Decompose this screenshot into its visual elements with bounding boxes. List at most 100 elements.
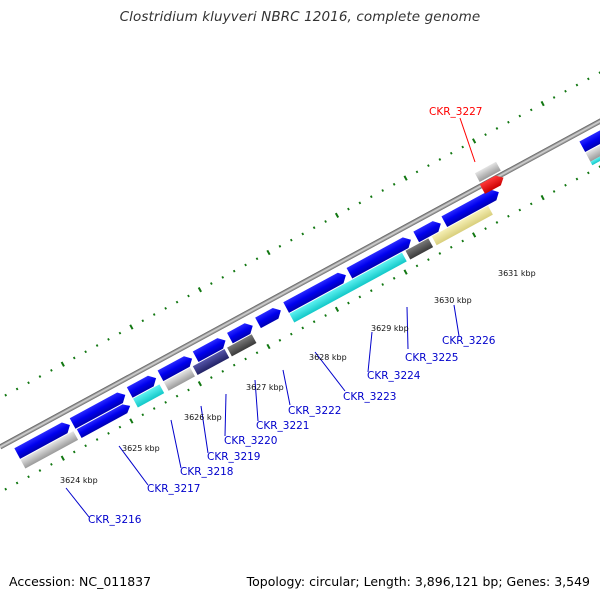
tick-mark [392, 276, 396, 280]
gene-label[interactable]: CKR_3220 [224, 435, 277, 447]
tick-mark [152, 407, 156, 410]
cds-highlight[interactable] [479, 173, 506, 194]
tick-mark [289, 332, 293, 336]
cds-forward[interactable] [441, 187, 501, 227]
tick-mark [324, 220, 327, 223]
tick-mark [152, 313, 156, 316]
tick-mark [507, 214, 510, 218]
cds-khaki[interactable] [431, 205, 493, 246]
tick-mark [72, 356, 76, 360]
kbp-label: 3631 kbp [498, 269, 536, 278]
tick-mark [50, 368, 53, 372]
cds-dark[interactable] [227, 334, 257, 357]
tick-mark [50, 462, 53, 466]
cds-forward[interactable] [255, 305, 284, 329]
cds-forward[interactable] [76, 402, 133, 438]
tick-mark [484, 133, 487, 137]
tick-mark [587, 171, 590, 175]
gene-features [14, 113, 600, 469]
cds-forward[interactable] [69, 390, 128, 429]
tick-mark [518, 208, 522, 212]
tick-mark [221, 275, 225, 279]
tick-mark [324, 314, 327, 317]
gene-label[interactable]: CKR_3225 [405, 352, 458, 364]
gene-label[interactable]: CKR_3226 [442, 335, 496, 347]
gene-label[interactable]: CKR_3218 [180, 466, 233, 478]
tick-mark [266, 249, 271, 256]
leader-line [65, 487, 90, 518]
tick-mark [449, 245, 453, 249]
gene-label[interactable]: CKR_3221 [256, 420, 309, 432]
tick-mark [27, 475, 30, 479]
gene-label-highlight[interactable]: CKR_3227 [429, 106, 482, 118]
gene-label[interactable]: CKR_3219 [207, 451, 260, 463]
tick-mark [255, 257, 259, 261]
cds-navy[interactable] [192, 349, 230, 375]
tick-mark [301, 326, 305, 330]
tick-mark [4, 393, 8, 397]
cds-forward[interactable] [157, 353, 195, 382]
tick-mark [472, 138, 477, 144]
tick-mark [358, 201, 362, 205]
tick-mark [369, 289, 373, 293]
gene-label[interactable]: CKR_3217 [147, 483, 200, 495]
tick-mark [60, 361, 65, 367]
tick-mark [164, 400, 167, 404]
tick-mark [95, 344, 99, 347]
tick-mark [587, 77, 590, 81]
cds-dark[interactable] [405, 238, 434, 260]
tick-mark [289, 238, 293, 242]
cds-forward[interactable] [14, 420, 72, 459]
tick-mark [403, 269, 408, 275]
cds-forward[interactable] [192, 335, 229, 362]
leader-line [118, 445, 149, 486]
cds-cyan[interactable] [133, 384, 165, 408]
gene-labels: CKR_3216 CKR_3217 CKR_3218 CKR_3219 CKR_3220… [88, 106, 496, 526]
cds-forward[interactable] [413, 218, 443, 243]
leader-line [200, 405, 209, 454]
tick-mark [358, 295, 362, 299]
tick-mark [107, 431, 110, 435]
tick-mark [175, 300, 179, 304]
cds-grey[interactable] [163, 367, 195, 391]
tick-mark [175, 394, 179, 398]
tick-mark [347, 207, 350, 211]
tick-mark [232, 363, 236, 367]
tick-mark [60, 455, 65, 461]
cds-forward[interactable] [227, 320, 256, 344]
tick-mark [38, 469, 42, 472]
cds-forward[interactable] [283, 270, 348, 313]
gene-label[interactable]: CKR_3224 [367, 370, 421, 382]
tick-mark [210, 282, 213, 285]
tick-mark [540, 194, 545, 201]
kbp-label: 3629 kbp [371, 324, 409, 333]
cds-grey[interactable] [474, 161, 501, 183]
tick-mark [438, 158, 442, 161]
gene-label[interactable]: CKR_3223 [343, 391, 396, 403]
tick-mark [197, 287, 202, 293]
tick-mark [312, 320, 316, 324]
tick-mark [141, 413, 145, 417]
tick-mark [15, 481, 19, 485]
tick-mark [564, 183, 567, 187]
tick-mark [255, 351, 259, 355]
label-leaders [65, 117, 476, 518]
cds-forward[interactable] [346, 235, 414, 279]
tick-mark [334, 212, 340, 218]
cds-forward[interactable] [579, 113, 600, 153]
tick-mark [392, 182, 396, 186]
tick-mark [197, 381, 202, 387]
tick-mark [187, 388, 190, 392]
cds-grey[interactable] [20, 431, 79, 469]
gene-label[interactable]: CKR_3216 [88, 514, 142, 526]
tick-mark [15, 387, 19, 391]
tick-mark [575, 177, 579, 181]
tick-mark [118, 331, 122, 335]
tick-mark [301, 232, 305, 236]
gene-label[interactable]: CKR_3222 [288, 405, 341, 417]
tick-mark [438, 252, 442, 255]
tick-mark [472, 232, 477, 238]
cds-forward[interactable] [126, 373, 159, 398]
tick-mark [164, 306, 167, 310]
cds-cyan[interactable] [289, 252, 407, 323]
